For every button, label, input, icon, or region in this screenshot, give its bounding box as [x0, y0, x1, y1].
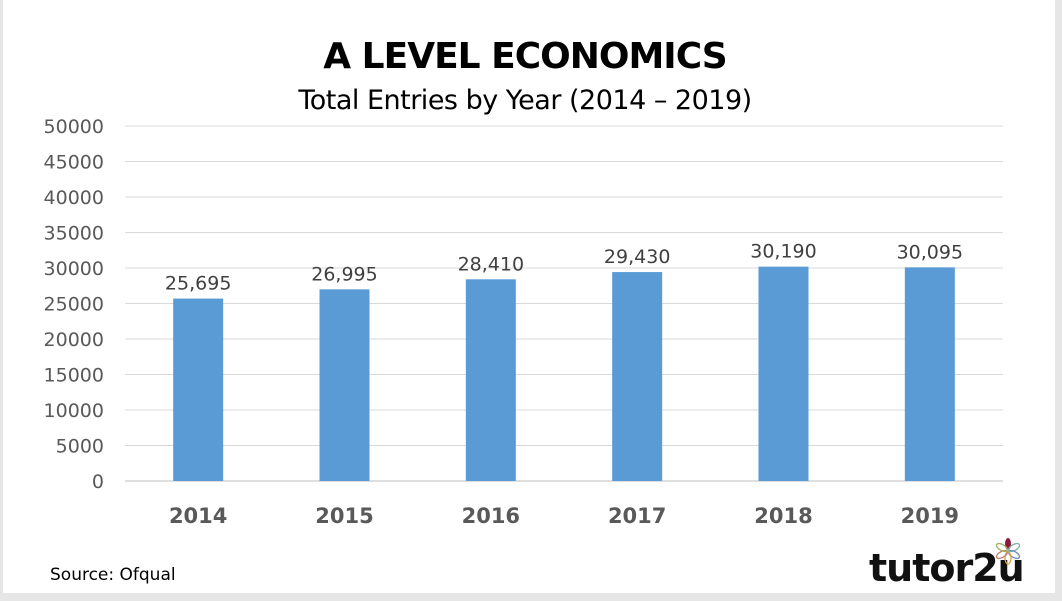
- chart-title: A LEVEL ECONOMICS: [323, 36, 727, 77]
- x-tick-label: 2017: [608, 504, 666, 528]
- data-label: 25,695: [165, 273, 231, 295]
- bar-chart: 0 5000 10000 15000 20000 25000 30000 35000 40000…: [44, 116, 1003, 528]
- chart-subtitle: Total Entries by Year (2014 – 2019): [298, 85, 752, 116]
- flower-icon: [995, 538, 1021, 565]
- y-tick-label: 45000: [44, 152, 104, 174]
- y-tick-label: 20000: [44, 329, 104, 351]
- bar: [465, 279, 516, 481]
- bar: [173, 298, 224, 481]
- bar: [758, 266, 809, 481]
- data-label: 30,190: [750, 241, 816, 263]
- source-note: Source: Ofqual: [50, 565, 176, 585]
- data-label: 26,995: [311, 263, 377, 285]
- y-tick-label: 30000: [44, 258, 104, 280]
- data-label: 28,410: [458, 253, 524, 275]
- x-tick-label: 2014: [169, 504, 227, 528]
- x-tick-label: 2016: [462, 504, 520, 528]
- y-tick-label: 25000: [44, 294, 104, 316]
- y-tick-label: 15000: [44, 365, 104, 387]
- x-tick-label: 2018: [754, 504, 812, 528]
- data-label: 30,095: [897, 241, 963, 263]
- y-tick-label: 10000: [44, 400, 104, 422]
- data-label: 29,430: [604, 246, 670, 268]
- y-tick-label: 5000: [56, 436, 104, 458]
- bar: [904, 267, 955, 481]
- slide: A LEVEL ECONOMICS Total Entries by Year …: [3, 0, 1055, 593]
- y-tick-label: 40000: [44, 187, 104, 209]
- x-tick-label: 2015: [315, 504, 373, 528]
- bar: [319, 289, 370, 481]
- x-tick-label: 2019: [901, 504, 959, 528]
- y-tick-label: 35000: [44, 223, 104, 245]
- y-tick-label: 0: [92, 471, 104, 493]
- bar: [612, 272, 663, 481]
- y-tick-label: 50000: [44, 116, 104, 138]
